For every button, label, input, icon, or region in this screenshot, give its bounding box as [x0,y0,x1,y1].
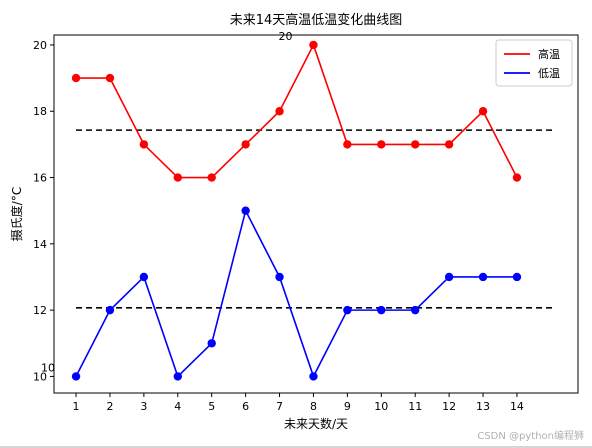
data-point-s1-6 [241,140,250,149]
data-point-s1-4 [173,173,182,182]
series-line-2 [75,208,517,379]
data-point-s2-9 [343,305,352,315]
x-axis-label: 未来天数/天 [284,416,348,431]
data-point-s2-11 [411,305,420,315]
data-point-s2-6 [241,206,250,215]
data-point-s1-3 [139,140,149,149]
x-tick-label-6: 6 [242,400,249,413]
y-tick-label-16: 16 [33,172,47,185]
data-point-s2-1 [71,372,81,381]
data-point-s2-13 [478,272,488,282]
data-point-s1-12 [444,140,454,149]
data-point-s1-9 [343,140,352,149]
x-tick-label-5: 5 [208,400,215,413]
annotation-label-1: 20 [278,30,292,43]
x-tick-label-11: 11 [408,400,422,413]
x-tick-label-3: 3 [140,400,147,413]
x-tick-label-4: 4 [174,400,181,413]
x-tick-label-14: 14 [510,400,524,413]
data-point-s2-2 [105,305,115,315]
data-point-s1-2 [105,73,115,83]
data-point-s1-1 [71,73,81,83]
data-point-s1-10 [377,140,386,149]
series-line-1 [76,42,518,179]
plot-area-frame [53,34,579,394]
x-tick-label-1: 1 [73,400,80,413]
x-tick-label-10: 10 [374,400,388,413]
legend-label-2: 低温 [538,67,560,80]
legend-label-1: 高温 [538,47,560,61]
legend-frame [495,39,573,87]
legend: 高温低温 [495,39,573,87]
data-point-s2-14 [512,272,522,282]
x-tick-label-7: 7 [276,400,283,413]
y-tick-label-18: 18 [33,105,47,118]
x-tick-label-8: 8 [310,400,317,413]
bottom-divider [0,446,592,448]
y-tick-label-10: 10 [33,370,47,383]
data-point-s2-4 [173,372,182,381]
data-point-s2-12 [444,272,454,282]
x-tick-label-12: 12 [442,400,456,413]
data-point-s1-8 [309,40,318,50]
data-point-s1-5 [207,173,216,182]
y-tick-label-12: 12 [33,304,47,317]
data-point-s2-5 [207,339,216,348]
x-tick-label-2: 2 [106,400,113,413]
data-point-s1-14 [512,173,522,182]
watermark: CSDN @python编程狮 [477,431,584,442]
x-tick-label-9: 9 [344,400,351,413]
y-tick-label-14: 14 [33,238,47,251]
data-point-s2-10 [377,305,386,315]
annotation-label-2: 10 [41,361,55,374]
data-point-s1-13 [478,107,488,116]
x-tick-label-13: 13 [476,400,490,413]
y-axis-label: 摄氏度/°C [9,187,24,241]
y-tick-label-20: 20 [33,39,47,52]
data-point-s1-11 [411,140,420,149]
data-point-s2-8 [309,372,318,381]
data-point-s2-7 [275,272,284,282]
chart-title: 未来14天高温低温变化曲线图 [230,12,403,28]
data-point-s2-3 [139,272,149,282]
data-point-s1-7 [275,107,284,116]
